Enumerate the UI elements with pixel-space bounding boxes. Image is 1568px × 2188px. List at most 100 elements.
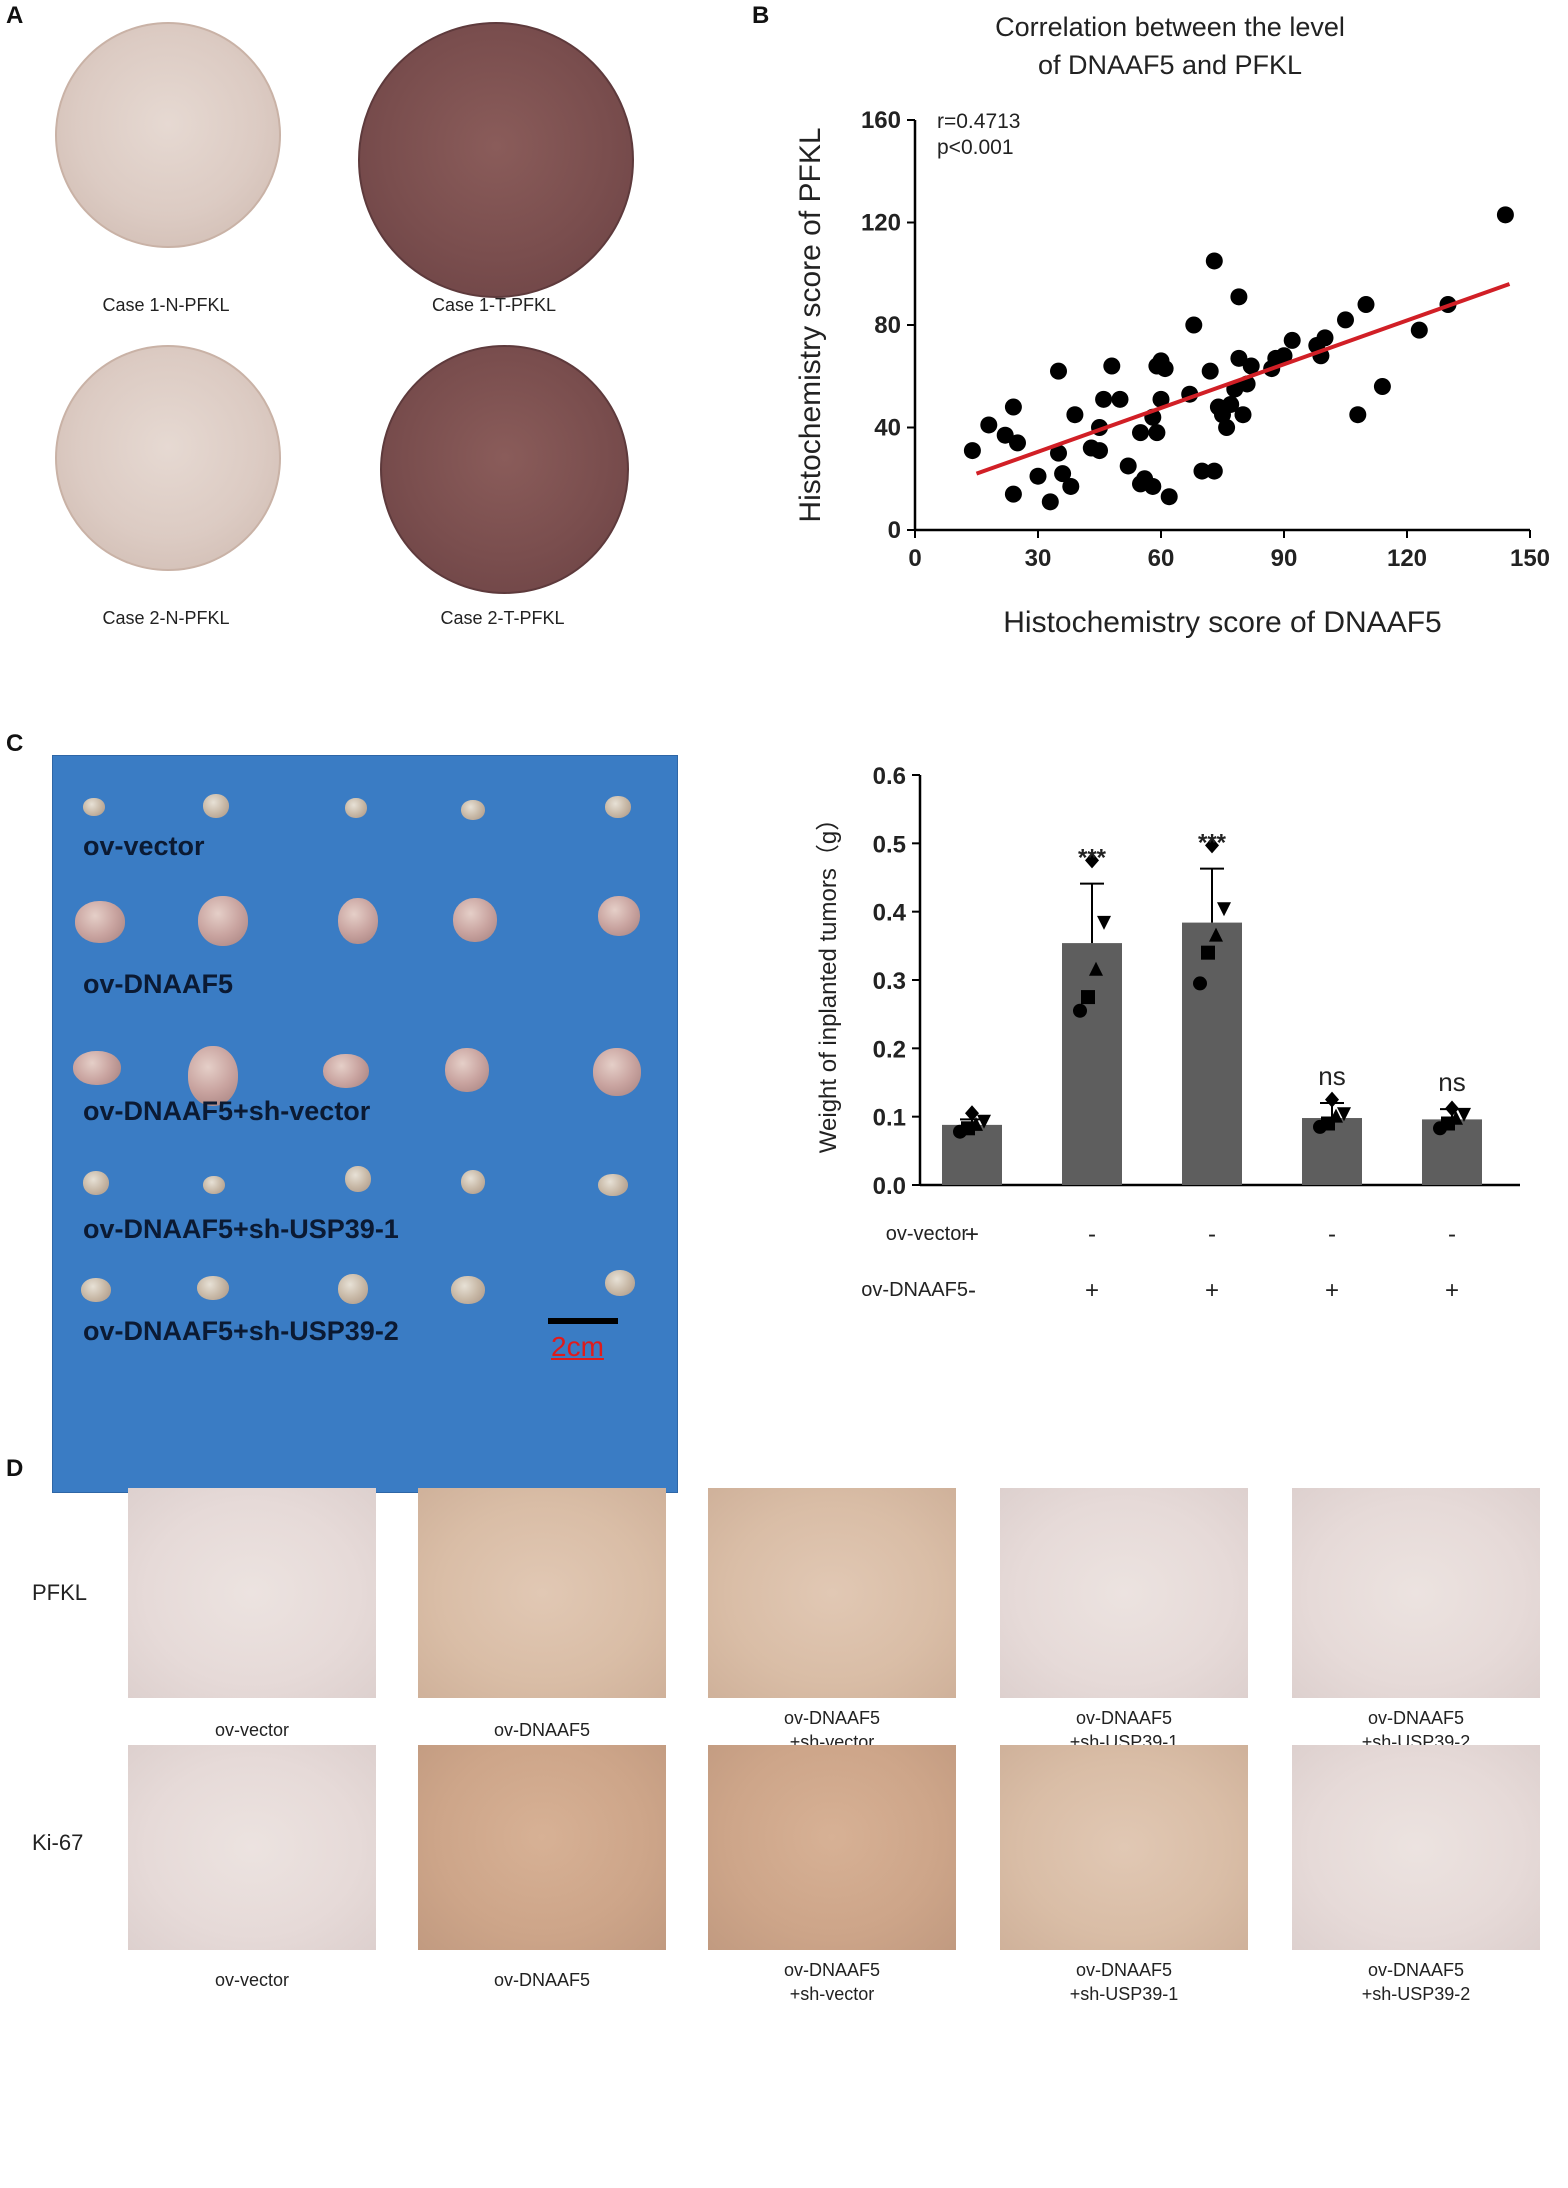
scatter-point bbox=[1091, 442, 1108, 460]
data-point bbox=[1217, 902, 1231, 917]
tumor bbox=[593, 1048, 641, 1096]
tumor bbox=[461, 1170, 485, 1194]
tumor bbox=[83, 798, 105, 816]
group-sign: + bbox=[1325, 1277, 1339, 1304]
tma-core-case2-tumor bbox=[380, 345, 629, 594]
data-point bbox=[1201, 945, 1215, 960]
tumor bbox=[81, 1278, 111, 1302]
ihc-caption: ov-DNAAF5 bbox=[493, 1720, 591, 1740]
panel-letter-c: C bbox=[6, 730, 24, 757]
tma-caption: Case 1-N-PFKL bbox=[102, 295, 230, 315]
panel-letter-b: B bbox=[752, 2, 770, 29]
group-sign: + bbox=[1205, 1277, 1219, 1304]
scatter-point bbox=[1103, 357, 1121, 375]
scatter-point bbox=[1218, 419, 1236, 436]
tumor-photo: ov-vector ov-DNAAF5 ov-DNAAF5+sh-vector … bbox=[52, 755, 678, 1493]
significance-label: *** bbox=[1198, 830, 1227, 857]
scatter-point bbox=[1152, 390, 1170, 408]
panel-letter-a: A bbox=[6, 2, 24, 29]
scatter-point bbox=[1275, 347, 1293, 365]
tumor bbox=[345, 1166, 371, 1192]
scatter-point bbox=[1156, 360, 1174, 378]
scatter-point bbox=[1160, 488, 1178, 506]
scatter-point bbox=[1066, 406, 1084, 424]
significance-label: *** bbox=[1078, 845, 1107, 872]
ihc-image-ki67-ov-dnaaf5 bbox=[418, 1745, 666, 1950]
scatter-point bbox=[963, 442, 981, 460]
data-point bbox=[1097, 915, 1111, 930]
row-label-ki67: Ki-67 bbox=[32, 1830, 84, 1855]
data-point bbox=[1329, 1108, 1343, 1123]
y-tick-label: 0.3 bbox=[873, 968, 906, 995]
photo-label: ov-DNAAF5+sh-USP39-1 bbox=[83, 1214, 399, 1244]
ihc-image-pfkl-sh-usp39-1 bbox=[1000, 1488, 1248, 1698]
bar bbox=[1182, 922, 1242, 1185]
tumor bbox=[453, 898, 497, 942]
x-tick-label: 120 bbox=[1387, 545, 1427, 572]
tumor bbox=[445, 1048, 489, 1092]
scatter-chart: Correlation between the level of DNAAF5 a… bbox=[794, 12, 1550, 639]
scatter-point bbox=[1185, 316, 1203, 334]
y-tick-label: 0.6 bbox=[873, 763, 906, 790]
photo-label: ov-DNAAF5 bbox=[83, 969, 234, 999]
scatter-point bbox=[1205, 252, 1223, 270]
scatter-point bbox=[996, 426, 1014, 444]
x-tick-label: 90 bbox=[1271, 545, 1298, 572]
group-row-label: ov-DNAAF5 bbox=[861, 1279, 968, 1301]
scatter-point bbox=[1144, 477, 1162, 495]
data-point bbox=[1209, 927, 1223, 942]
scatter-point bbox=[1062, 477, 1080, 495]
y-tick-label: 0.5 bbox=[873, 831, 906, 858]
tumor bbox=[203, 794, 229, 818]
scatter-point bbox=[1230, 349, 1248, 367]
x-tick-label: 150 bbox=[1510, 545, 1550, 572]
row-label-pfkl: PFKL bbox=[32, 1580, 88, 1605]
scatter-point bbox=[1316, 329, 1334, 347]
y-tick-label: 120 bbox=[861, 210, 901, 237]
tumor bbox=[188, 1046, 238, 1106]
data-point bbox=[1073, 1003, 1087, 1018]
scatter-point bbox=[1222, 395, 1240, 413]
group-row-label: ov-vector bbox=[886, 1223, 969, 1245]
ihc-image-ki67-sh-usp39-2 bbox=[1292, 1745, 1540, 1950]
scatter-point bbox=[1234, 406, 1252, 424]
ihc-caption: ov-vector bbox=[214, 1970, 290, 1990]
scatter-point bbox=[1054, 465, 1072, 483]
scatter-point bbox=[1357, 296, 1375, 313]
group-sign: - bbox=[1208, 1221, 1216, 1248]
scatter-point bbox=[1205, 462, 1223, 480]
data-point bbox=[1445, 1100, 1459, 1117]
scatter-point bbox=[1009, 434, 1026, 452]
scatter-point bbox=[1148, 424, 1166, 442]
scatter-point bbox=[1004, 398, 1022, 416]
group-sign: - bbox=[1448, 1221, 1456, 1248]
scatter-point bbox=[1410, 321, 1428, 339]
group-sign: - bbox=[968, 1277, 976, 1304]
ihc-image-pfkl-ov-vector bbox=[128, 1488, 376, 1698]
tumor-weight-bar-chart: 0.0 0.1 0.2 0.3 0.4 0.5 0.6 Weight of inplanted… bbox=[815, 763, 1520, 1304]
ihc-caption: ov-DNAAF5 +sh-USP39-1 bbox=[1069, 1960, 1179, 2004]
tumor bbox=[75, 901, 125, 943]
scatter-point bbox=[1201, 362, 1219, 380]
data-point bbox=[1325, 1091, 1339, 1108]
y-tick-label: 80 bbox=[874, 312, 901, 339]
bar bbox=[1062, 943, 1122, 1185]
data-point bbox=[1081, 990, 1095, 1005]
x-axis-label: Histochemistry score of DNAAF5 bbox=[1003, 606, 1441, 639]
scatter-point bbox=[1095, 390, 1113, 408]
ihc-image-ki67-sh-usp39-1 bbox=[1000, 1745, 1248, 1950]
data-point bbox=[965, 1105, 979, 1122]
tumor bbox=[461, 800, 485, 820]
tumor bbox=[323, 1054, 369, 1088]
y-tick-label: 0.4 bbox=[873, 900, 907, 927]
y-tick-label: 0 bbox=[888, 517, 901, 544]
significance-label: ns bbox=[1318, 1061, 1345, 1091]
group-sign: - bbox=[1328, 1221, 1336, 1248]
tumor bbox=[338, 1274, 368, 1304]
y-tick-label: 40 bbox=[874, 415, 901, 442]
tumor bbox=[451, 1276, 485, 1304]
tumor bbox=[598, 1174, 628, 1196]
scatter-point bbox=[1111, 390, 1129, 408]
panel-letter-d: D bbox=[6, 1455, 24, 1482]
photo-label: ov-DNAAF5+sh-vector bbox=[83, 1096, 371, 1126]
